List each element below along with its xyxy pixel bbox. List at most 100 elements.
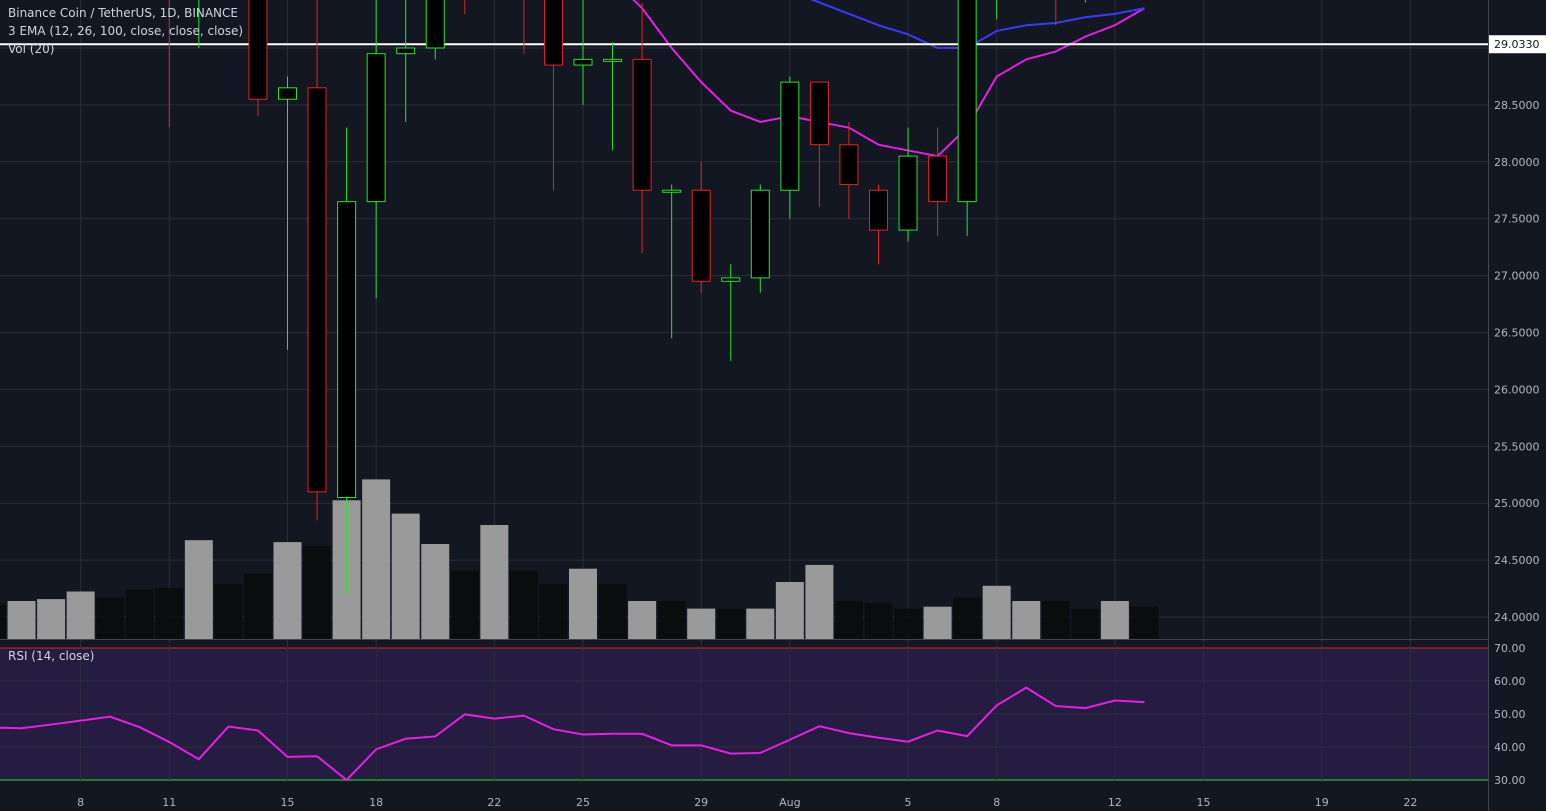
candle <box>543 0 563 191</box>
candle-body <box>750 189 770 279</box>
candle-body <box>425 0 445 49</box>
candle <box>248 0 268 117</box>
candle <box>632 2 652 253</box>
volume-bar <box>775 582 804 639</box>
volume-bar <box>509 570 538 639</box>
candle-body <box>307 87 327 493</box>
volume-bar <box>7 601 36 639</box>
candle-body <box>869 189 888 231</box>
candle <box>523 0 525 54</box>
candle-body <box>928 155 948 203</box>
volume-bar <box>450 570 479 639</box>
volume-bar <box>243 573 272 639</box>
volume-bar <box>1012 601 1041 639</box>
candle-body <box>721 277 741 282</box>
volume-legend[interactable]: Vol (20) <box>8 42 55 56</box>
volume-bar <box>805 564 834 639</box>
time-axis[interactable]: 8 11 15 18 22 25 29 Aug 5 8 12 15 19 22 <box>77 796 1417 809</box>
rsi-line <box>0 686 1145 782</box>
volume-bar <box>716 608 745 639</box>
candle <box>603 42 623 151</box>
time-tick-label: 8 <box>77 796 84 809</box>
candle-body <box>839 144 859 186</box>
time-tick-label: 29 <box>694 796 708 809</box>
volume-bar <box>480 525 509 639</box>
time-tick-label: 15 <box>1197 796 1211 809</box>
volume-bar <box>66 591 95 639</box>
candle <box>278 76 297 350</box>
volume-bar <box>0 604 6 639</box>
volume-bar <box>864 602 893 639</box>
candle-body <box>278 87 297 100</box>
candle <box>691 161 711 293</box>
volume-bar <box>1071 608 1100 639</box>
candle-body <box>573 58 593 66</box>
ema-legend[interactable]: 3 EMA (12, 26, 100, close, close, close) <box>8 24 244 38</box>
time-tick-label: 19 <box>1315 796 1329 809</box>
candle-body <box>632 58 652 191</box>
volume-bar <box>37 599 66 639</box>
time-tick-label: 18 <box>369 796 383 809</box>
horizontal-lines[interactable] <box>0 0 1488 46</box>
volume-bar <box>391 513 420 639</box>
candle <box>396 0 416 122</box>
volume-bar <box>1041 601 1070 639</box>
candle <box>839 121 859 219</box>
volume-bar <box>598 583 627 639</box>
candle-body <box>957 0 977 203</box>
rsi-axis[interactable]: 30.00 40.00 50.00 60.00 70.00 <box>1494 642 1526 787</box>
volume-bar <box>628 601 657 639</box>
candle <box>869 184 888 265</box>
candle-body <box>248 0 268 100</box>
volume-bar <box>746 608 775 639</box>
price-tick-label: 28.5000 <box>1494 99 1540 112</box>
volume-bar <box>362 479 391 639</box>
candle <box>750 184 770 293</box>
volume-bar <box>982 585 1011 639</box>
volume-bar <box>184 540 213 639</box>
price-tick-label: 28.0000 <box>1494 156 1540 169</box>
candle-body <box>809 81 829 146</box>
volume-bar <box>1100 601 1129 639</box>
time-tick-label: 12 <box>1108 796 1122 809</box>
price-labels: 31.895830.138429.0330 <box>1489 35 1546 54</box>
grid <box>0 0 1488 781</box>
ema-line <box>810 0 1145 49</box>
price-label-bg <box>1489 35 1546 54</box>
candle <box>425 0 445 60</box>
price-tick-label: 27.5000 <box>1494 213 1540 226</box>
candle <box>573 0 593 105</box>
time-tick-label: 22 <box>1403 796 1417 809</box>
volume-bar <box>421 544 450 639</box>
candle-body <box>337 201 357 499</box>
volume-bar <box>687 608 716 639</box>
candle <box>928 127 948 236</box>
rsi-tick-label: 40.00 <box>1494 741 1526 754</box>
candle-body <box>780 81 800 191</box>
volume-bar <box>923 606 952 639</box>
volume-bar <box>657 601 686 639</box>
price-tick-label: 24.5000 <box>1494 554 1540 567</box>
candle-body <box>898 155 918 231</box>
volume-bar <box>96 597 125 639</box>
volume-bar <box>569 568 597 639</box>
candle-body <box>543 0 563 66</box>
ema-line <box>632 0 1145 158</box>
volume-bar <box>894 608 923 639</box>
candle <box>662 184 682 339</box>
time-tick-label: 15 <box>281 796 295 809</box>
rsi-tick-label: 70.00 <box>1494 642 1526 655</box>
candle-body <box>662 189 682 193</box>
symbol-title[interactable]: Binance Coin / TetherUS, 1D, BINANCE <box>8 6 238 20</box>
price-tick-label: 25.0000 <box>1494 497 1540 510</box>
candle <box>198 0 200 48</box>
time-tick-label: 5 <box>905 796 912 809</box>
candle <box>721 264 741 361</box>
time-tick-label: 22 <box>487 796 501 809</box>
candle-body <box>691 189 711 282</box>
rsi-legend[interactable]: RSI (14, close) <box>8 649 95 663</box>
rsi-tick-label: 30.00 <box>1494 774 1526 787</box>
candle <box>780 76 800 219</box>
volume-bar <box>953 597 982 639</box>
